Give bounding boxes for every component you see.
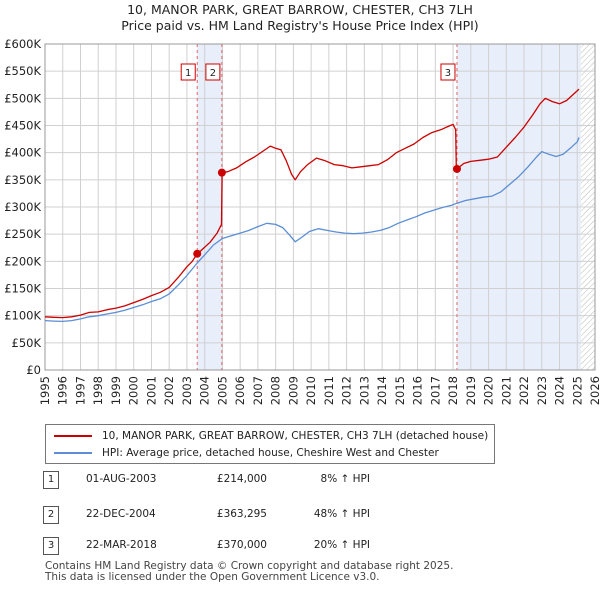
legend-swatch-hpi xyxy=(54,452,92,454)
legend-label-property: 10, MANOR PARK, GREAT BARROW, CHESTER, C… xyxy=(102,430,489,442)
legend-label-hpi: HPI: Average price, detached house, Ches… xyxy=(102,447,439,459)
x-tick-label: 2004 xyxy=(198,376,212,405)
title-line-2: Price paid vs. HM Land Registry's House … xyxy=(121,18,479,33)
footer-attribution: Contains HM Land Registry data © Crown c… xyxy=(45,561,453,583)
sale-row: 1 01-AUG-2003 £214,000 8% ↑ HPI xyxy=(0,471,600,489)
x-tick-label: 2014 xyxy=(375,376,389,405)
sale-date: 22-MAR-2018 xyxy=(86,539,157,551)
y-tick-label: £600K xyxy=(4,37,41,51)
y-tick-label: £350K xyxy=(4,173,41,187)
plot-border xyxy=(44,43,596,371)
x-tick-label: 2011 xyxy=(322,376,336,405)
x-tick-label: 2007 xyxy=(251,376,265,405)
sale-marker-box xyxy=(440,63,456,81)
x-tick-label: 2022 xyxy=(517,376,531,405)
sale-price: £363,295 xyxy=(216,508,267,520)
x-tick-label: 2012 xyxy=(340,376,354,405)
x-tick-label: 1996 xyxy=(56,376,70,405)
x-tick-label: 2021 xyxy=(499,376,513,405)
x-tick-label: 2003 xyxy=(180,376,194,405)
sale-marker-label: 3 xyxy=(445,68,451,79)
y-tick-label: £150K xyxy=(4,282,41,296)
y-tick-label: £500K xyxy=(4,91,41,105)
footer-line-2: This data is licensed under the Open Gov… xyxy=(45,571,380,583)
y-tick-label: £0 xyxy=(26,363,41,377)
x-tick-label: 2019 xyxy=(464,376,478,405)
price-chart: £0 £50K £100K £150K £200K £250K £300K £350K £400… xyxy=(4,37,600,405)
sale-date: 22-DEC-2004 xyxy=(86,508,156,520)
sale-marker-badge: 2 xyxy=(43,506,59,524)
y-tick-label: £450K xyxy=(4,119,41,133)
sale-row: 2 22-DEC-2004 £363,295 48% ↑ HPI xyxy=(0,506,600,524)
sale-marker-box xyxy=(180,63,196,81)
footer-line-1: Contains HM Land Registry data © Crown c… xyxy=(45,560,454,572)
legend-item-hpi: HPI: Average price, detached house, Ches… xyxy=(54,445,439,461)
sale-point xyxy=(217,168,226,177)
x-tick-label: 2016 xyxy=(411,376,425,405)
y-tick-label: £100K xyxy=(4,309,41,323)
sale-marker-badge: 3 xyxy=(43,537,59,555)
x-tick-label: 2017 xyxy=(428,376,442,405)
sale-hpi-change: 20% ↑ HPI xyxy=(313,539,370,551)
chart-title: 10, MANOR PARK, GREAT BARROW, CHESTER, C… xyxy=(0,2,600,34)
x-tick-label: 2013 xyxy=(357,376,371,405)
x-tick-label: 1999 xyxy=(109,376,123,405)
x-tick-label: 2010 xyxy=(304,376,318,405)
sale-row: 3 22-MAR-2018 £370,000 20% ↑ HPI xyxy=(0,537,600,555)
sale-hpi-change: 8% ↑ HPI xyxy=(320,473,370,485)
x-tick-label: 2026 xyxy=(588,376,600,405)
x-tick-label: 1997 xyxy=(73,376,87,405)
x-tick-label: 2023 xyxy=(535,376,549,405)
title-line-1: 10, MANOR PARK, GREAT BARROW, CHESTER, C… xyxy=(127,2,473,17)
sale-point xyxy=(452,164,461,173)
x-tick-label: 2006 xyxy=(233,376,247,405)
x-tick-label: 2001 xyxy=(144,376,158,405)
x-tick-label: 2009 xyxy=(286,376,300,405)
x-tick-label: 2024 xyxy=(553,376,567,405)
legend: 10, MANOR PARK, GREAT BARROW, CHESTER, C… xyxy=(45,424,495,464)
x-tick-label: 2018 xyxy=(446,376,460,405)
sale-marker-badge: 1 xyxy=(43,471,59,489)
legend-item-property: 10, MANOR PARK, GREAT BARROW, CHESTER, C… xyxy=(54,428,488,444)
sale-date: 01-AUG-2003 xyxy=(86,473,157,485)
x-tick-label: 2002 xyxy=(162,376,176,405)
sale-point xyxy=(193,249,202,258)
x-tick-label: 2005 xyxy=(215,376,229,405)
legend-swatch-property xyxy=(54,435,92,437)
x-tick-label: 1995 xyxy=(38,376,52,405)
y-tick-label: £250K xyxy=(4,227,41,241)
sale-price: £370,000 xyxy=(216,539,267,551)
sale-marker-box xyxy=(205,63,221,81)
y-tick-label: £550K xyxy=(4,64,41,78)
sale-marker-label: 2 xyxy=(210,68,216,79)
sale-marker-label: 1 xyxy=(185,68,191,79)
y-tick-label: £200K xyxy=(4,254,41,268)
sale-hpi-change: 48% ↑ HPI xyxy=(313,508,370,520)
y-tick-label: £50K xyxy=(12,336,42,350)
x-tick-label: 2015 xyxy=(393,376,407,405)
x-tick-label: 2000 xyxy=(127,376,141,405)
series-line xyxy=(44,137,580,323)
x-tick-label: 1998 xyxy=(91,376,105,405)
x-tick-label: 2008 xyxy=(269,376,283,405)
y-tick-label: £400K xyxy=(4,146,41,160)
sale-price: £214,000 xyxy=(216,473,267,485)
x-tick-label: 2020 xyxy=(482,376,496,405)
series-line xyxy=(44,88,580,319)
x-tick-label: 2025 xyxy=(570,376,584,405)
y-tick-label: £300K xyxy=(4,200,41,214)
